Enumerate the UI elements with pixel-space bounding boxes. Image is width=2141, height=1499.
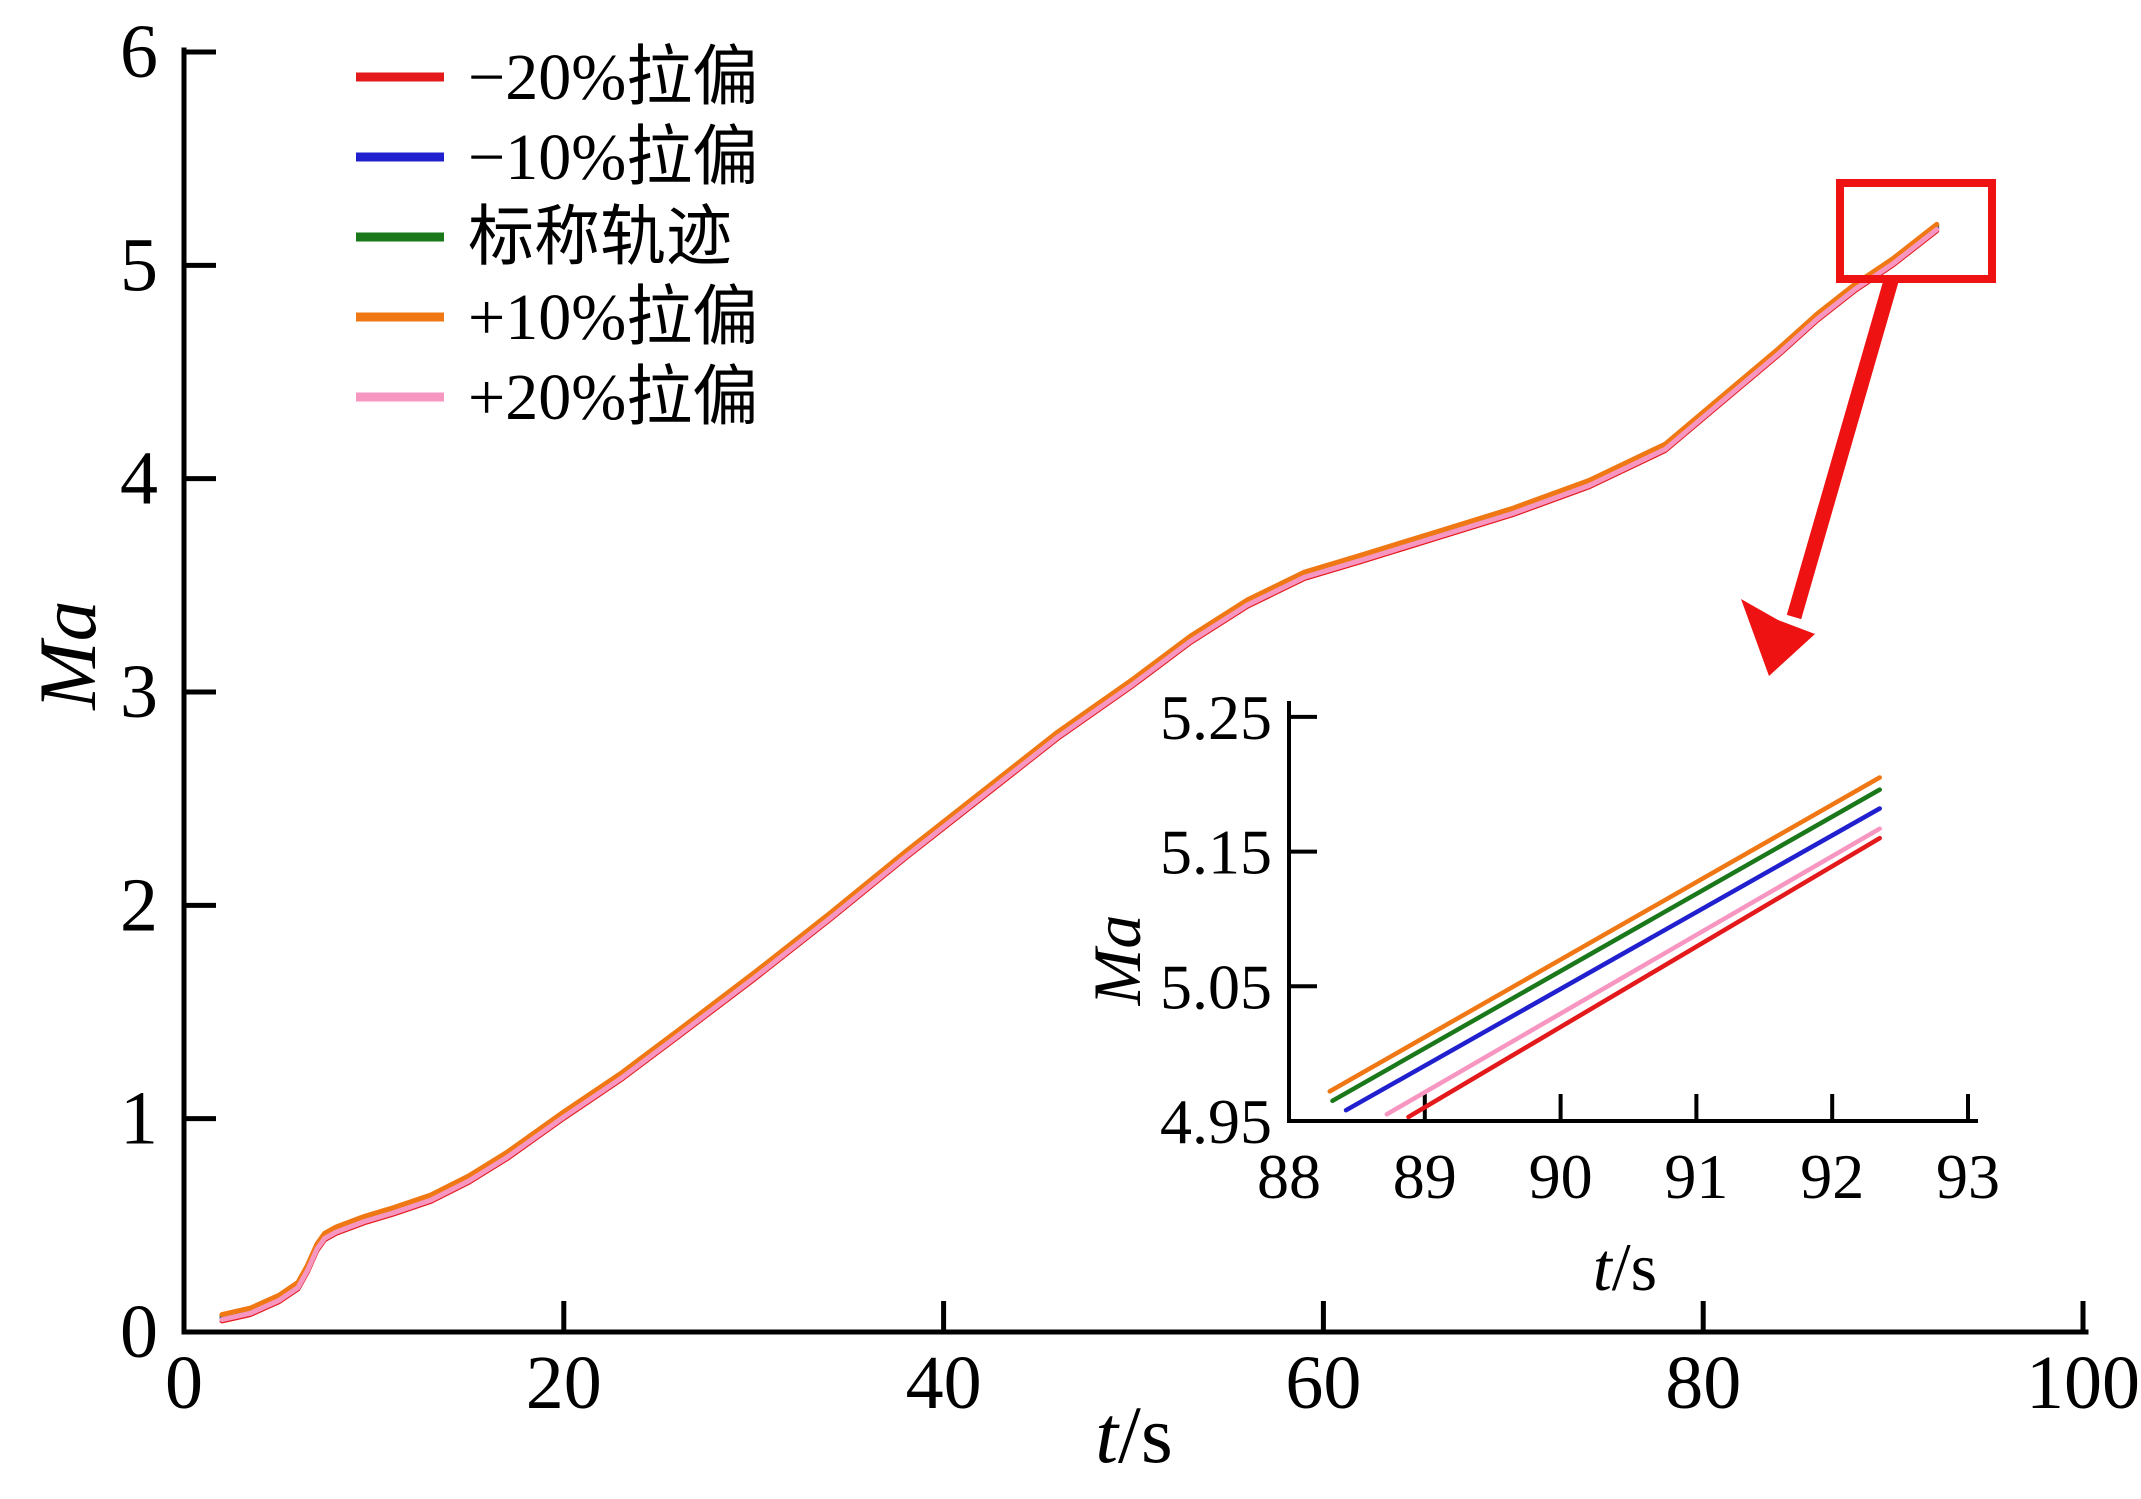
legend-label: 标称轨迹 [468, 201, 732, 274]
legend-label: −20%拉偏 [468, 41, 758, 114]
zoom-region-rectangle [1836, 179, 1996, 283]
legend-item: −10%拉偏 [356, 121, 758, 194]
inset-x-tick-label: 89 [1393, 1141, 1457, 1212]
inset-axes [1287, 701, 1978, 1123]
main-x-axis-title: t/s [1095, 1389, 1173, 1480]
main-y-tick-label: 5 [120, 223, 158, 307]
main-y-tick-label: 0 [120, 1290, 158, 1374]
legend-item: 标称轨迹 [356, 201, 732, 274]
main-x-tick-label: 60 [1285, 1341, 1361, 1425]
inset-x-axis-title: t/s [1593, 1229, 1657, 1305]
main-x-tick-label: 100 [2026, 1341, 2140, 1425]
main-plot: 0 20 40 60 80 100 0 1 2 3 4 5 6 t/s Ma −20%拉偏−10%拉偏… [22, 10, 2140, 1480]
main-y-tick-label: 2 [120, 863, 158, 947]
main-x-tick-label: 0 [165, 1341, 203, 1425]
zoom-arrow-head [1741, 599, 1815, 676]
trajectory-line [219, 221, 1940, 1318]
inset-x-tick-label: 90 [1529, 1141, 1593, 1212]
inset-y-tick-label: 4.95 [1160, 1086, 1272, 1157]
legend-label: +20%拉偏 [468, 361, 758, 434]
inset-x-tick-label: 91 [1664, 1141, 1728, 1212]
zoom-arrow-shaft [1786, 278, 1899, 620]
inset-x-tick-label: 92 [1800, 1141, 1864, 1212]
legend-item: +20%拉偏 [356, 361, 758, 434]
main-x-tick-label: 20 [526, 1341, 602, 1425]
inset-y-tick-label: 5.05 [1160, 951, 1272, 1022]
inset-trajectory-line [1327, 775, 1882, 1094]
inset-x-tick-label: 93 [1936, 1141, 2000, 1212]
legend-item: +10%拉偏 [356, 281, 758, 354]
inset-trajectory-line [1384, 826, 1882, 1117]
inset-y-tick-label: 5.25 [1160, 682, 1272, 753]
inset-trajectory-line [1406, 835, 1882, 1120]
legend-label: −10%拉偏 [468, 121, 758, 194]
inset-zoom-plot: 88 89 90 91 92 93 4.95 5.05 5.15 5.25 t/s Ma [1079, 682, 2000, 1305]
legend-item: −20%拉偏 [356, 41, 758, 114]
inset-y-tick-label: 5.15 [1160, 817, 1272, 888]
trajectory-line [219, 227, 1940, 1323]
legend-label: +10%拉偏 [468, 281, 758, 354]
main-y-tick-label: 6 [120, 10, 158, 94]
inset-y-ticks: 4.95 5.05 5.15 5.25 [1160, 682, 1317, 1157]
main-y-tick-label: 1 [120, 1077, 158, 1161]
inset-trajectory-line [1330, 787, 1882, 1104]
inset-y-axis-title: Ma [1079, 915, 1155, 1007]
main-y-ticks: 0 1 2 3 4 5 6 [120, 10, 216, 1374]
main-y-tick-label: 4 [120, 437, 158, 521]
inset-trajectory-line [1343, 806, 1882, 1113]
main-x-tick-label: 40 [906, 1341, 982, 1425]
main-x-ticks: 0 20 40 60 80 100 [165, 1301, 2140, 1425]
main-x-tick-label: 80 [1665, 1341, 1741, 1425]
main-y-tick-label: 3 [120, 650, 158, 734]
main-y-axis-title: Ma [22, 600, 113, 710]
inset-x-tick-label: 88 [1257, 1141, 1321, 1212]
inset-series [1327, 775, 1882, 1120]
zoom-annotation [1741, 179, 1996, 676]
inset-x-ticks: 88 89 90 91 92 93 [1257, 1094, 2000, 1212]
main-series [219, 221, 1940, 1324]
